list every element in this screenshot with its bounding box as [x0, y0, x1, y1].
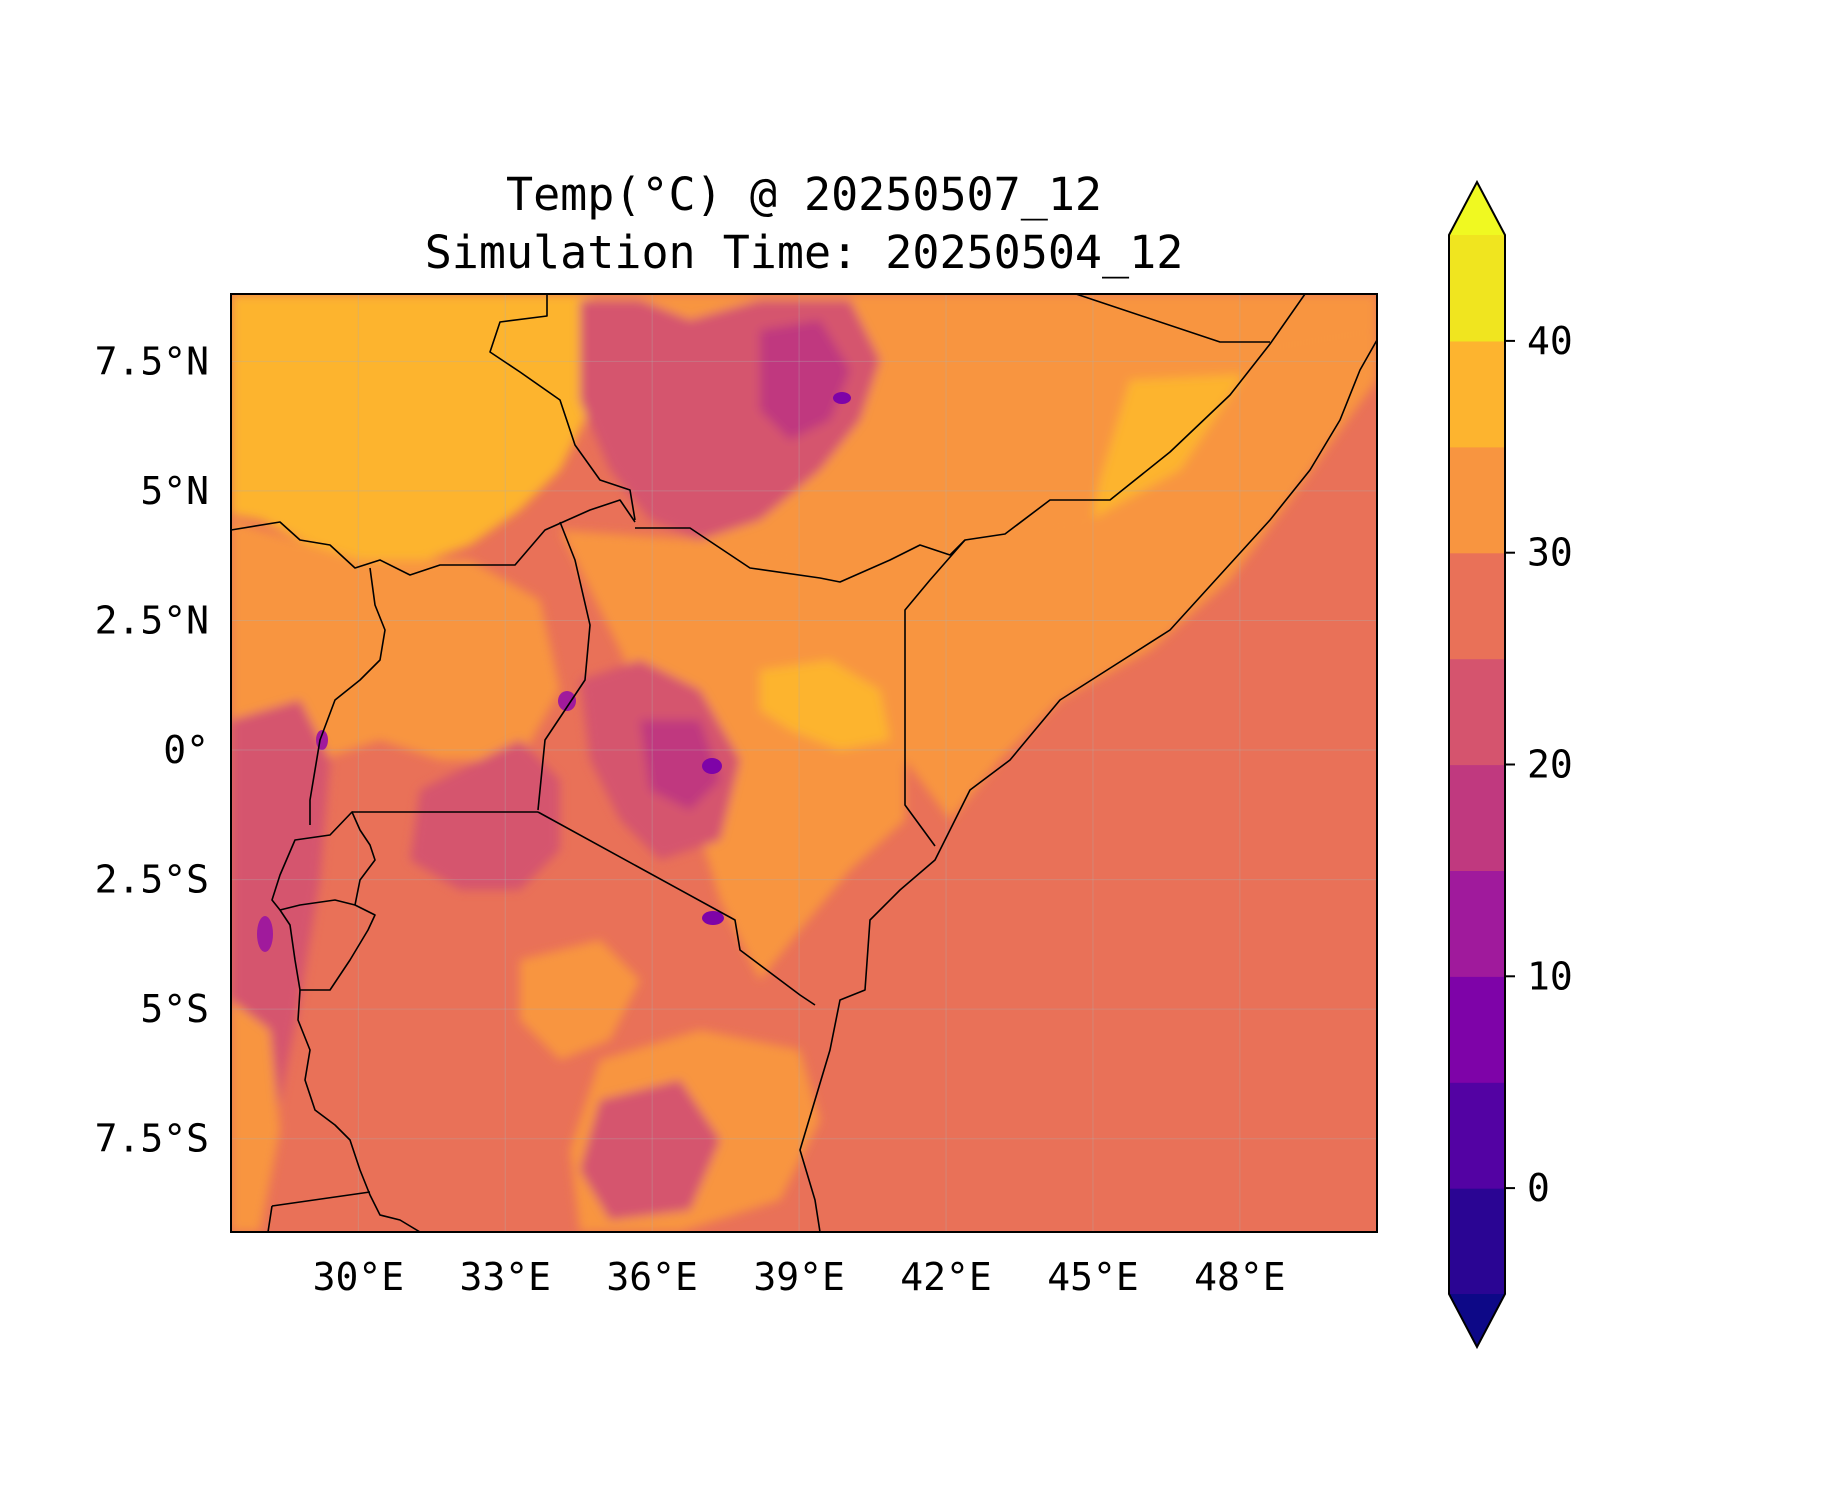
x-tick-label: 33°E [459, 1255, 551, 1299]
colorbar-tick-label: 40 [1527, 319, 1573, 363]
x-tick-label: 42°E [900, 1255, 992, 1299]
x-axis-ticks: 30°E 33°E 36°E 39°E 42°E 45°E 48°E [313, 1255, 1286, 1299]
ethiopian-highlands-core [760, 320, 850, 440]
kenya-hot-pocket [760, 660, 890, 750]
x-tick-label: 36°E [606, 1255, 698, 1299]
border-tanzania-west [297, 989, 421, 1232]
y-axis-ticks: 7.5°N 5°N 2.5°N 0° 2.5°S 5°S 7.5°S [95, 339, 209, 1160]
border-kenya-tanzania [537, 811, 816, 1006]
tanzania-south-warm [520, 940, 640, 1060]
borders-and-coastline [231, 294, 1377, 1232]
ethiopia-peak [833, 392, 851, 404]
colorbar-tick-label: 20 [1527, 743, 1573, 787]
colorbar-segment [1449, 976, 1505, 1083]
border-rwanda-burundi [271, 811, 376, 911]
border-tanzania-south [271, 1191, 371, 1207]
colorbar-segment [1449, 1082, 1505, 1189]
kivu-peak [257, 916, 273, 952]
map-gridlines [231, 294, 1377, 1232]
border-burundi-tanzania [279, 904, 376, 991]
border-uganda-drc [309, 567, 386, 825]
figure-subtitle: Simulation Time: 20250504_12 [425, 226, 1184, 279]
border-south-sudan-uganda [231, 499, 636, 576]
mt-elgon-peak [558, 691, 576, 711]
tanzania-southwest-warm [231, 1000, 280, 1232]
colorbar-segment [1449, 870, 1505, 977]
colorbar-segment [1449, 235, 1505, 342]
lake-victoria-cool [410, 740, 560, 890]
colorbar: 0 10 20 30 40 [1448, 179, 1573, 1350]
border-ethiopia-somalia-north [1075, 294, 1270, 343]
tanzania-highlands [580, 1080, 720, 1220]
y-tick-label: 5°S [140, 987, 209, 1031]
colorbar-segment [1449, 340, 1505, 448]
uganda-warm [231, 520, 560, 760]
colorbar-segment [1449, 764, 1505, 871]
border-zambia-corner [267, 1205, 273, 1232]
border-sudan-ethiopia [489, 294, 636, 521]
x-tick-label: 39°E [753, 1255, 845, 1299]
mt-kenya-peak [702, 758, 722, 774]
x-tick-label: 48°E [1194, 1255, 1286, 1299]
colorbar-tick-label: 30 [1527, 531, 1573, 575]
coastline [799, 339, 1377, 1232]
y-tick-label: 7.5°S [95, 1117, 209, 1161]
figure-title: Temp(°C) @ 20250507_12 [506, 168, 1102, 221]
kenyan-highlands-core [640, 720, 720, 810]
colorbar-segment [1449, 552, 1505, 660]
x-tick-label: 45°E [1047, 1255, 1139, 1299]
somalia-south-warm [905, 330, 1377, 820]
border-kenya-somalia [904, 539, 966, 847]
y-tick-label: 2.5°N [95, 598, 209, 642]
colorbar-segment [1449, 446, 1505, 554]
colorbar-extend-under [1449, 1294, 1505, 1347]
y-tick-label: 2.5°S [95, 858, 209, 902]
x-tick-label: 30°E [313, 1255, 405, 1299]
colorbar-outline [1448, 179, 1506, 1350]
land-temperature-fields [231, 294, 1377, 1232]
map-frame [230, 293, 1378, 1233]
mt-kilimanjaro-peak [702, 911, 724, 925]
colorbar-segment [1449, 658, 1505, 766]
colorbar-extend-over [1449, 182, 1505, 235]
y-tick-label: 5°N [140, 469, 209, 513]
y-tick-label: 0° [163, 728, 209, 772]
colorbar-tick-label: 0 [1527, 1166, 1550, 1210]
border-uganda-kenya [537, 521, 591, 811]
map-panel [230, 293, 1378, 1233]
y-tick-label: 7.5°N [95, 339, 209, 383]
cold-peaks [257, 392, 851, 952]
colorbar-segment [1449, 1188, 1505, 1295]
colorbar-tick-label: 10 [1527, 954, 1573, 998]
